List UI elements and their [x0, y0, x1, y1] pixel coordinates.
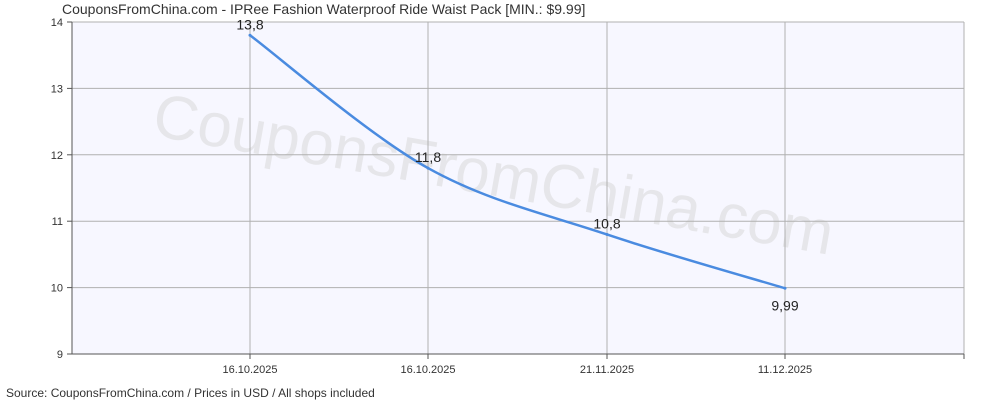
- data-label: 13,8: [236, 16, 263, 32]
- data-point: [783, 286, 787, 290]
- price-series-line: [248, 34, 787, 290]
- y-tick-label: 11: [52, 216, 63, 228]
- data-point: [248, 33, 252, 37]
- data-point: [605, 232, 609, 236]
- data-label: 10,8: [593, 215, 620, 231]
- chart-source-note: Source: CouponsFromChina.com / Prices in…: [6, 386, 375, 400]
- y-tick-label: 10: [51, 283, 63, 295]
- data-point: [426, 166, 430, 170]
- plot-background: [72, 22, 964, 354]
- chart-title: CouponsFromChina.com - IPRee Fashion Wat…: [62, 1, 586, 17]
- y-tick-label: 13: [51, 83, 63, 95]
- data-label: 9,99: [771, 297, 798, 313]
- y-tick-label: 14: [51, 17, 63, 29]
- data-label: 11,8: [415, 149, 441, 165]
- y-tick-label: 9: [57, 349, 63, 361]
- plot-area: CouponsFromChina.com9101112131416.10.202…: [51, 16, 965, 376]
- x-tick-label: 21.11.2025: [580, 364, 634, 376]
- x-tick-label: 16.10.2025: [222, 364, 277, 376]
- x-tick-label: 11.12.2025: [758, 364, 812, 376]
- x-tick-label: 16.10.2025: [400, 364, 455, 376]
- y-tick-label: 12: [51, 150, 63, 162]
